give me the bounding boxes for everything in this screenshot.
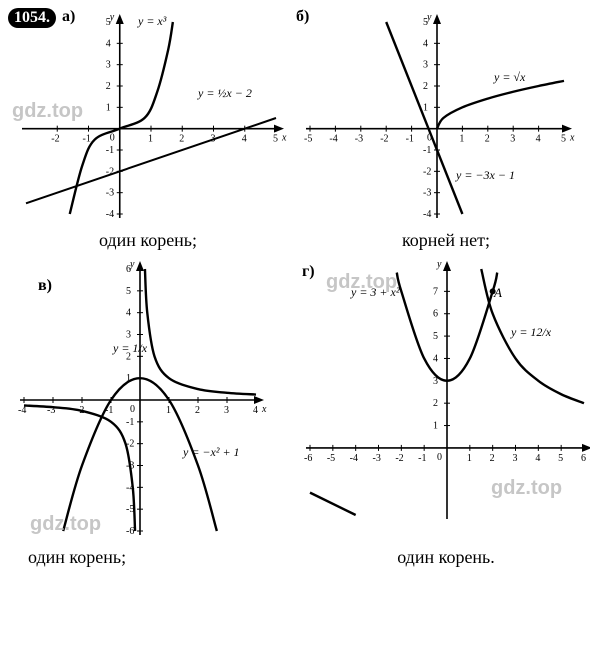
func-parab-d-label: y = 3 + x² — [351, 285, 399, 300]
caption-b: корней нет; — [296, 230, 590, 251]
svg-text:-2: -2 — [51, 134, 59, 145]
func-sqrt-label: y = √x — [494, 70, 525, 85]
svg-text:4: 4 — [433, 353, 438, 364]
point-a-label: A — [494, 285, 502, 301]
svg-text:-5: -5 — [327, 453, 335, 464]
panel-c: в) gdz.top y = 1/x y = −x² + 1 xy-4-3-2-… — [8, 255, 288, 568]
panel-a-label: а) — [62, 8, 75, 26]
svg-text:2: 2 — [179, 134, 184, 145]
exercise-number: 1054. — [8, 8, 56, 28]
svg-text:2: 2 — [433, 398, 438, 409]
svg-text:1: 1 — [106, 102, 111, 113]
svg-text:3: 3 — [423, 60, 428, 71]
caption-c: один корень; — [28, 547, 288, 568]
svg-text:1: 1 — [467, 453, 472, 464]
svg-text:-1: -1 — [83, 134, 91, 145]
svg-text:2: 2 — [485, 134, 490, 145]
svg-text:2: 2 — [490, 453, 495, 464]
svg-text:y: y — [436, 259, 442, 270]
svg-text:-3: -3 — [355, 134, 363, 145]
chart-b: xy-5-4-3-2-112345-4-3-2-1123450 — [296, 8, 576, 228]
svg-text:5: 5 — [106, 17, 111, 28]
exercise-grid: 1054. а) gdz.top y = x³ y = ½x − 2 xy-2-… — [8, 8, 582, 568]
svg-text:3: 3 — [126, 330, 131, 341]
panel-d: г) gdz.top gdz.top y = 3 + x² y = 12/x A… — [296, 255, 590, 568]
svg-text:3: 3 — [513, 453, 518, 464]
svg-text:-3: -3 — [423, 188, 431, 199]
svg-text:-2: -2 — [380, 134, 388, 145]
func-cubic-label: y = x³ — [138, 14, 166, 29]
svg-text:5: 5 — [558, 453, 563, 464]
svg-text:1: 1 — [433, 421, 438, 432]
svg-text:-1: -1 — [406, 134, 414, 145]
svg-text:3: 3 — [224, 405, 229, 416]
svg-text:5: 5 — [126, 286, 131, 297]
svg-text:5: 5 — [423, 17, 428, 28]
svg-text:-5: -5 — [304, 134, 312, 145]
svg-text:1: 1 — [148, 134, 153, 145]
svg-text:2: 2 — [423, 81, 428, 92]
svg-text:-4: -4 — [329, 134, 337, 145]
svg-text:x: x — [569, 133, 575, 144]
func-line-b-label: y = −3x − 1 — [456, 168, 515, 183]
svg-text:4: 4 — [536, 134, 541, 145]
chart-a: xy-2-112345-4-3-2-1123450 — [8, 8, 288, 228]
svg-text:2: 2 — [195, 405, 200, 416]
svg-text:-4: -4 — [350, 453, 358, 464]
panel-b-label: б) — [296, 8, 309, 26]
svg-text:1: 1 — [166, 405, 171, 416]
svg-text:2: 2 — [106, 81, 111, 92]
svg-text:-6: -6 — [304, 453, 312, 464]
func-recip-d-label: y = 12/x — [511, 325, 551, 340]
svg-text:4: 4 — [535, 453, 540, 464]
func-recip-c-label: y = 1/x — [113, 341, 147, 356]
caption-a: один корень; — [8, 230, 288, 251]
svg-text:6: 6 — [581, 453, 586, 464]
svg-text:-1: -1 — [106, 145, 114, 156]
svg-text:-2: -2 — [395, 453, 403, 464]
svg-text:-1: -1 — [418, 453, 426, 464]
svg-text:-1: -1 — [126, 417, 134, 428]
svg-text:4: 4 — [423, 38, 428, 49]
svg-text:-4: -4 — [106, 209, 114, 220]
svg-text:5: 5 — [273, 134, 278, 145]
svg-text:3: 3 — [510, 134, 515, 145]
panel-d-label: г) — [302, 263, 315, 281]
svg-text:0: 0 — [110, 133, 115, 144]
func-line-a-label: y = ½x − 2 — [198, 86, 252, 101]
svg-text:0: 0 — [437, 452, 442, 463]
svg-text:-6: -6 — [126, 526, 134, 537]
svg-text:-3: -3 — [106, 188, 114, 199]
svg-text:-1: -1 — [423, 145, 431, 156]
panel-c-label: в) — [38, 277, 52, 295]
caption-d: один корень. — [296, 547, 590, 568]
svg-text:3: 3 — [106, 60, 111, 71]
svg-text:4: 4 — [106, 38, 111, 49]
svg-text:5: 5 — [561, 134, 566, 145]
svg-text:6: 6 — [126, 264, 131, 275]
svg-text:4: 4 — [242, 134, 247, 145]
chart-c: xy-4-3-2-11234-6-5-4-3-2-11234560 — [8, 255, 268, 545]
svg-text:x: x — [281, 133, 287, 144]
svg-text:4: 4 — [253, 405, 258, 416]
panel-b: б) y = √x y = −3x − 1 xy-5-4-3-2-112345-… — [296, 8, 590, 251]
panel-a: а) gdz.top y = x³ y = ½x − 2 xy-2-112345… — [8, 8, 288, 251]
svg-text:6: 6 — [433, 309, 438, 320]
svg-text:-3: -3 — [373, 453, 381, 464]
svg-text:-2: -2 — [423, 166, 431, 177]
svg-text:1: 1 — [459, 134, 464, 145]
func-parab-c-label: y = −x² + 1 — [183, 445, 240, 460]
svg-text:x: x — [261, 404, 267, 415]
svg-text:0: 0 — [130, 404, 135, 415]
svg-text:7: 7 — [433, 286, 438, 297]
svg-text:-4: -4 — [423, 209, 431, 220]
svg-text:4: 4 — [126, 308, 131, 319]
svg-text:1: 1 — [423, 102, 428, 113]
svg-text:5: 5 — [433, 331, 438, 342]
chart-d: xy-6-5-4-3-2-112345612345670 — [296, 255, 590, 545]
